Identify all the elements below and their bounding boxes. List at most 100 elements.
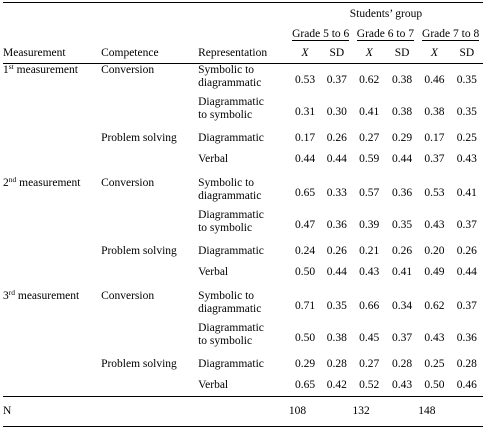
mean-x-header: X bbox=[301, 46, 309, 59]
sd-value-cell: 0.41 bbox=[392, 266, 413, 278]
header-grade-row: Grade 5 to 6 Grade 6 to 7 Grade 7 to 8 bbox=[3, 25, 483, 43]
competence-cell bbox=[101, 149, 198, 170]
representation-cell: Symbolic to diagrammatic bbox=[198, 177, 289, 209]
representation-line: Diagrammatic bbox=[198, 358, 264, 370]
sd-value-cell: 0.44 bbox=[326, 153, 347, 165]
mean-value-cell: 0.50 bbox=[424, 379, 445, 391]
mean-value-cell: 0.17 bbox=[424, 132, 445, 144]
results-table: Students’ group Grade 5 to 6 Grade 6 to … bbox=[3, 2, 483, 427]
sd-value-cell: 0.37 bbox=[392, 332, 413, 344]
table-row: Problem solving Diagrammatic 0.24 0.26 0.21 0… bbox=[3, 241, 483, 262]
sd-value-cell: 0.37 bbox=[456, 300, 477, 312]
measurement-header: Measurement bbox=[3, 46, 66, 59]
sd-value-cell: 0.36 bbox=[456, 332, 477, 344]
mean-value-cell: 0.47 bbox=[294, 219, 316, 231]
sd-value-cell: 0.37 bbox=[326, 74, 347, 86]
sd-value-cell: 0.36 bbox=[326, 219, 347, 231]
n-value-cell: 132 bbox=[352, 405, 370, 417]
mean-value-cell: 0.29 bbox=[294, 358, 316, 370]
mean-value-cell: 0.20 bbox=[424, 245, 445, 257]
representation-line: to symbolic bbox=[198, 335, 253, 347]
competence-header: Competence bbox=[101, 46, 159, 59]
representation-line: Diagrammatic bbox=[198, 245, 264, 257]
mean-value-cell: 0.71 bbox=[294, 300, 316, 312]
representation-cell: Diagrammatic bbox=[198, 354, 289, 375]
representation-cell: Symbolic to diagrammatic bbox=[198, 64, 289, 97]
sd-value-cell: 0.35 bbox=[392, 219, 413, 231]
sd-value-cell: 0.28 bbox=[456, 358, 477, 370]
ordinal-suffix: nd bbox=[8, 175, 17, 184]
mean-value-cell: 0.65 bbox=[294, 187, 316, 199]
representation-cell: Verbal bbox=[198, 262, 289, 283]
mean-value-cell: 0.66 bbox=[359, 300, 380, 312]
representation-cell: Diagrammatic to symbolic bbox=[198, 322, 289, 354]
mean-value-cell: 0.27 bbox=[359, 358, 380, 370]
mean-value-cell: 0.43 bbox=[424, 219, 445, 231]
representation-line: to symbolic bbox=[198, 109, 253, 121]
sd-value-cell: 0.37 bbox=[456, 219, 477, 231]
spacer-row bbox=[3, 283, 483, 290]
measurement-label: 2nd measurement bbox=[3, 175, 101, 209]
mean-value-cell: 0.17 bbox=[294, 132, 316, 144]
mean-value-cell: 0.27 bbox=[359, 132, 380, 144]
competence-cell bbox=[101, 375, 198, 397]
sd-value-cell: 0.28 bbox=[392, 358, 413, 370]
sd-value-cell: 0.35 bbox=[456, 74, 477, 86]
mean-value-cell: 0.25 bbox=[424, 358, 445, 370]
competence-cell: Conversion bbox=[101, 177, 155, 189]
sd-header: SD bbox=[394, 46, 410, 59]
sd-value-cell: 0.38 bbox=[392, 106, 413, 118]
sd-value-cell: 0.34 bbox=[392, 300, 413, 312]
competence-cell bbox=[101, 322, 198, 354]
representation-cell: Diagrammatic to symbolic bbox=[198, 209, 289, 241]
representation-cell: Diagrammatic bbox=[198, 241, 289, 262]
competence-cell: Problem solving bbox=[101, 132, 177, 144]
sd-value-cell: 0.42 bbox=[326, 379, 347, 391]
mean-value-cell: 0.39 bbox=[359, 219, 380, 231]
mean-value-cell: 0.41 bbox=[359, 106, 380, 118]
representation-cell: Diagrammatic to symbolic bbox=[198, 96, 289, 128]
representation-cell: Symbolic to diagrammatic bbox=[198, 290, 289, 322]
measurement-label: 1st measurement bbox=[3, 63, 101, 97]
representation-line: Symbolic to bbox=[198, 64, 255, 76]
table-row: Diagrammatic to symbolic 0.47 0.36 0.39 0.35 0… bbox=[3, 209, 483, 241]
grade-header: Grade 7 to 8 bbox=[422, 27, 480, 41]
competence-cell bbox=[101, 262, 198, 283]
sd-value-cell: 0.28 bbox=[326, 358, 347, 370]
sd-value-cell: 0.36 bbox=[392, 187, 413, 199]
sd-value-cell: 0.43 bbox=[392, 379, 413, 391]
mean-value-cell: 0.43 bbox=[359, 266, 380, 278]
representation-line: Symbolic to bbox=[198, 177, 255, 189]
sd-value-cell: 0.38 bbox=[326, 332, 347, 344]
mean-value-cell: 0.24 bbox=[294, 245, 316, 257]
representation-line: Diagrammatic bbox=[198, 96, 264, 108]
mean-value-cell: 0.38 bbox=[424, 106, 445, 118]
sd-value-cell: 0.25 bbox=[456, 132, 477, 144]
sd-value-cell: 0.44 bbox=[392, 153, 413, 165]
mean-value-cell: 0.46 bbox=[424, 74, 445, 86]
representation-line: Diagrammatic bbox=[198, 322, 264, 334]
mean-value-cell: 0.57 bbox=[359, 187, 380, 199]
competence-cell bbox=[101, 96, 198, 128]
representation-line: diagrammatic bbox=[198, 303, 262, 315]
representation-line: Verbal bbox=[198, 379, 229, 391]
table-row: Verbal 0.50 0.44 0.43 0.41 0.49 0.44 bbox=[3, 262, 483, 283]
sd-header: SD bbox=[459, 46, 475, 59]
measurement-word: measurement bbox=[13, 64, 78, 76]
n-label: N bbox=[3, 405, 12, 417]
table-row: 2nd measurement Conversion Symbolic to diag… bbox=[3, 175, 483, 209]
table-row: Problem solving Diagrammatic 0.17 0.26 0.27 0… bbox=[3, 128, 483, 149]
n-row: N 108 132 148 bbox=[3, 396, 483, 427]
sd-value-cell: 0.26 bbox=[326, 245, 347, 257]
spacer-row bbox=[3, 170, 483, 177]
competence-cell: Problem solving bbox=[101, 245, 177, 257]
sd-value-cell: 0.29 bbox=[392, 132, 413, 144]
mean-value-cell: 0.52 bbox=[359, 379, 380, 391]
representation-cell: Diagrammatic bbox=[198, 128, 289, 149]
representation-cell: Verbal bbox=[198, 375, 289, 397]
sd-value-cell: 0.26 bbox=[456, 245, 477, 257]
table-row: Diagrammatic to symbolic 0.50 0.38 0.45 0.37 0… bbox=[3, 322, 483, 354]
sd-value-cell: 0.44 bbox=[326, 266, 347, 278]
representation-line: Symbolic to bbox=[198, 290, 255, 302]
sd-value-cell: 0.43 bbox=[456, 153, 477, 165]
